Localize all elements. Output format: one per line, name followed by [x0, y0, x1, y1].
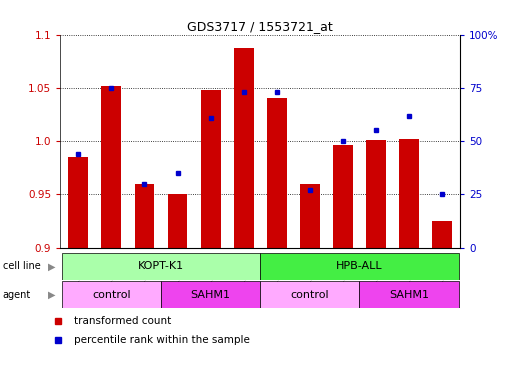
Text: agent: agent — [3, 290, 31, 300]
Bar — [62, 281, 161, 308]
Bar — [161, 281, 260, 308]
Bar — [333, 146, 353, 248]
Bar — [260, 253, 459, 280]
Bar — [359, 281, 459, 308]
Bar — [267, 98, 287, 248]
Text: ▶: ▶ — [48, 290, 55, 300]
Bar — [69, 157, 88, 248]
Bar — [300, 184, 320, 248]
Text: SAHM1: SAHM1 — [389, 290, 429, 300]
Text: control: control — [290, 290, 329, 300]
Bar — [432, 221, 452, 248]
Text: control: control — [92, 290, 131, 300]
Bar — [366, 140, 386, 248]
Bar — [62, 253, 260, 280]
Bar — [399, 139, 419, 248]
Bar — [234, 48, 254, 248]
Text: ▶: ▶ — [48, 262, 55, 271]
Text: HPB-ALL: HPB-ALL — [336, 262, 383, 271]
Bar — [260, 281, 359, 308]
Bar — [134, 184, 154, 248]
Text: transformed count: transformed count — [74, 316, 172, 326]
Title: GDS3717 / 1553721_at: GDS3717 / 1553721_at — [187, 20, 333, 33]
Bar — [167, 194, 187, 248]
Bar — [101, 86, 121, 248]
Text: SAHM1: SAHM1 — [190, 290, 231, 300]
Text: KOPT-K1: KOPT-K1 — [138, 262, 184, 271]
Text: cell line: cell line — [3, 262, 40, 271]
Bar — [201, 90, 221, 248]
Text: percentile rank within the sample: percentile rank within the sample — [74, 335, 250, 345]
